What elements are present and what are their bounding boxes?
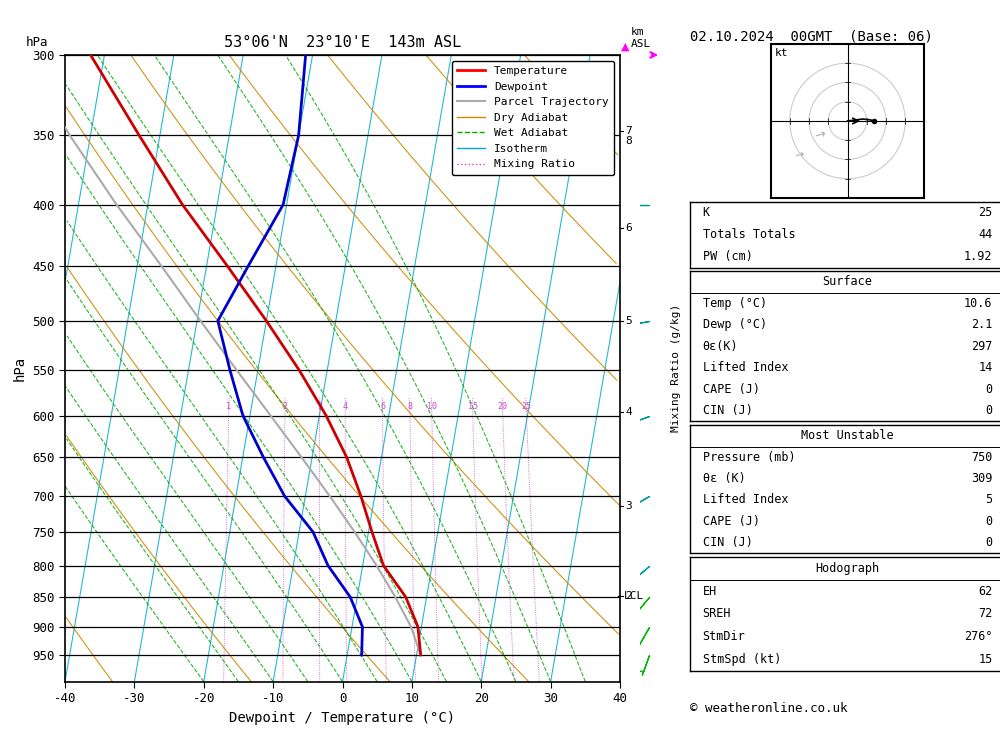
Text: 1: 1 — [226, 402, 231, 411]
Text: 4: 4 — [343, 402, 348, 411]
Text: 8: 8 — [626, 136, 632, 146]
Text: 3: 3 — [626, 501, 632, 512]
Text: 4: 4 — [626, 408, 632, 417]
Text: 0: 0 — [985, 404, 992, 417]
Text: 2.1: 2.1 — [971, 318, 992, 331]
Text: ▲: ▲ — [621, 41, 629, 51]
Text: Lifted Index: Lifted Index — [703, 361, 788, 375]
Text: 2: 2 — [626, 591, 632, 601]
Text: Hodograph: Hodograph — [815, 562, 880, 575]
Text: EH: EH — [703, 585, 717, 597]
Text: 44: 44 — [978, 228, 992, 241]
Text: 309: 309 — [971, 472, 992, 485]
Text: θε (K): θε (K) — [703, 472, 745, 485]
Text: Surface: Surface — [823, 276, 872, 289]
Text: CIN (J): CIN (J) — [703, 404, 752, 417]
Text: SREH: SREH — [703, 608, 731, 620]
Text: K: K — [703, 206, 710, 219]
Legend: Temperature, Dewpoint, Parcel Trajectory, Dry Adiabat, Wet Adiabat, Isotherm, Mi: Temperature, Dewpoint, Parcel Trajectory… — [452, 61, 614, 175]
Text: 6: 6 — [380, 402, 385, 411]
Text: $\nearrow$: $\nearrow$ — [809, 125, 827, 143]
Text: Most Unstable: Most Unstable — [801, 430, 894, 442]
Text: 1.92: 1.92 — [964, 250, 992, 263]
Text: 6: 6 — [626, 223, 632, 232]
Text: km
ASL: km ASL — [631, 27, 651, 48]
Text: 5: 5 — [626, 316, 632, 326]
Text: $\nearrow$: $\nearrow$ — [790, 147, 805, 161]
Text: 297: 297 — [971, 340, 992, 353]
Text: 14: 14 — [978, 361, 992, 375]
Text: 02.10.2024  00GMT  (Base: 06): 02.10.2024 00GMT (Base: 06) — [690, 29, 933, 43]
Text: 2: 2 — [282, 402, 287, 411]
Text: Dewp (°C): Dewp (°C) — [703, 318, 767, 331]
Text: PW (cm): PW (cm) — [703, 250, 752, 263]
Text: LCL: LCL — [623, 591, 644, 601]
Text: Temp (°C): Temp (°C) — [703, 297, 767, 310]
Text: 276°: 276° — [964, 630, 992, 643]
Text: StmSpd (kt): StmSpd (kt) — [703, 653, 781, 666]
Text: hPa: hPa — [26, 36, 49, 48]
Text: CAPE (J): CAPE (J) — [703, 515, 760, 528]
Text: 0: 0 — [985, 515, 992, 528]
Text: Pressure (mb): Pressure (mb) — [703, 451, 795, 464]
Text: Lifted Index: Lifted Index — [703, 493, 788, 507]
Text: CAPE (J): CAPE (J) — [703, 383, 760, 396]
Text: StmDir: StmDir — [703, 630, 745, 643]
Y-axis label: hPa: hPa — [13, 356, 27, 381]
Text: kt: kt — [774, 48, 788, 57]
Text: 0: 0 — [985, 383, 992, 396]
Text: 25: 25 — [521, 402, 531, 411]
Text: 10: 10 — [427, 402, 437, 411]
Text: 7: 7 — [626, 126, 632, 136]
Text: 20: 20 — [498, 402, 508, 411]
Text: Mixing Ratio (g/kg): Mixing Ratio (g/kg) — [671, 304, 681, 432]
Text: 8: 8 — [407, 402, 412, 411]
Title: 53°06'N  23°10'E  143m ASL: 53°06'N 23°10'E 143m ASL — [224, 34, 461, 50]
X-axis label: Dewpoint / Temperature (°C): Dewpoint / Temperature (°C) — [229, 711, 456, 725]
Text: CIN (J): CIN (J) — [703, 537, 752, 549]
Text: 62: 62 — [978, 585, 992, 597]
Text: 750: 750 — [971, 451, 992, 464]
Text: 72: 72 — [978, 608, 992, 620]
Text: © weatheronline.co.uk: © weatheronline.co.uk — [690, 701, 848, 715]
Text: Totals Totals: Totals Totals — [703, 228, 795, 241]
Text: 15: 15 — [468, 402, 478, 411]
Text: θε(K): θε(K) — [703, 340, 738, 353]
Text: 10.6: 10.6 — [964, 297, 992, 310]
Text: 25: 25 — [978, 206, 992, 219]
Text: 15: 15 — [978, 653, 992, 666]
Text: 0: 0 — [985, 537, 992, 549]
Text: 5: 5 — [985, 493, 992, 507]
Text: 3: 3 — [317, 402, 322, 411]
